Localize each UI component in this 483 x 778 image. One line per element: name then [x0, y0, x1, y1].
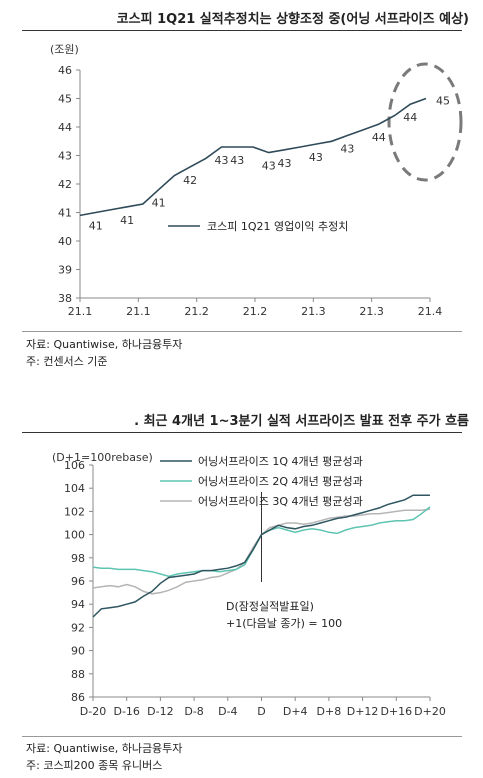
chart2-legend-label: 어닝서프라이즈 3Q 4개년 평균성과	[198, 495, 363, 508]
chart1-title: 코스피 1Q21 실적추정치는 상향조정 중(어닝 서프라이즈 예상)	[116, 12, 469, 27]
chart1-data-label: 43	[309, 151, 323, 164]
chart2-legend-label: 어닝서프라이즈 1Q 4개년 평균성과	[198, 455, 363, 468]
chart1-plot: (조원) 38 39 40 41 42 43 44 45 46 21.1 21.1 21.2 21.2…	[50, 43, 463, 318]
chart2-legend-label: 어닝서프라이즈 2Q 4개년 평균성과	[198, 475, 363, 488]
chart1-data-label: 43	[277, 157, 291, 170]
chart2-x-tick-label: D+16	[380, 705, 412, 718]
chart2-annotation-line1: D(잠정실적발표일)	[226, 599, 314, 613]
chart2-x-tick-label: D-16	[113, 705, 139, 718]
chart1-y-tick-label: 40	[58, 235, 72, 248]
chart1-x-tick-label: 21.1	[68, 305, 93, 318]
chart1-data-label: 44	[372, 131, 386, 144]
chart1-y-tick-label: 44	[58, 121, 72, 134]
chart2-x-tick-label: D+8	[317, 705, 342, 718]
chart1-source: 자료: Quantiwise, 하나금융투자	[26, 338, 183, 351]
chart2-x-tick-label: D-8	[184, 705, 203, 718]
chart2-plot: (D+1=100rebase) 86 88 90 92 94 96 98 100 102 104 1…	[52, 451, 446, 718]
chart1-note: 주: 컨센서스 기준	[26, 355, 108, 368]
chart1-y-tick-label: 42	[58, 178, 72, 191]
chart1-x-tick-label: 21.3	[359, 305, 384, 318]
chart1-x-tick-label: 21.2	[243, 305, 268, 318]
chart2-y-tick-label: 100	[64, 529, 85, 542]
chart1-unit-label: (조원)	[50, 43, 79, 56]
chart2-x-tick-label: D	[257, 705, 265, 718]
chart2-series-line	[92, 494, 430, 618]
chart2-source: 자료: Quantiwise, 하나금융투자	[26, 742, 183, 755]
chart2-x-tick-label: D-4	[218, 705, 237, 718]
chart2-unit-label: (D+1=100rebase)	[52, 451, 153, 464]
chart2-y-tick-label: 96	[71, 575, 85, 588]
chart1-title-rule	[22, 30, 462, 31]
chart1-data-label: 43	[262, 160, 276, 173]
chart1-data-label: 41	[89, 220, 103, 233]
chart2-y-tick-label: 102	[64, 505, 85, 518]
chart1-y-tick-label: 46	[58, 64, 72, 77]
chart2-title: . 최근 4개년 1~3분기 실적 서프라이즈 발표 전후 주가 흐름	[134, 414, 469, 429]
chart2-annotation-line2: +1(다음날 종가) = 100	[226, 617, 342, 630]
chart1-highlight-ellipse	[387, 62, 463, 182]
chart1-y-tick-label: 38	[58, 292, 72, 305]
chart2-y-tick-label: 90	[71, 645, 85, 658]
chart2-x-tick-label: D+20	[414, 705, 446, 718]
chart2-source-rule	[22, 736, 462, 737]
chart1-y-tick-label: 41	[58, 207, 72, 220]
chart2-y-tick-label: 92	[71, 621, 85, 634]
chart1-data-label: 45	[436, 95, 450, 108]
chart1-x-tick-label: 21.4	[418, 305, 443, 318]
chart1-data-label: 41	[152, 197, 166, 210]
chart2-y-tick-label: 98	[71, 552, 85, 565]
chart2-y-tick-label: 106	[64, 459, 85, 472]
chart2-x-tick-label: D+4	[283, 705, 308, 718]
chart1-legend-label: 코스피 1Q21 영업이익 추정치	[207, 220, 348, 233]
chart1-data-label: 43	[215, 154, 229, 167]
chart2-y-tick-label: 88	[71, 668, 85, 681]
chart1-x-tick-label: 21.1	[126, 305, 151, 318]
chart2-x-tick-label: D-12	[147, 705, 173, 718]
chart1-series-line	[79, 97, 427, 217]
chart1-data-label: 43	[340, 143, 354, 156]
chart1-y-tick-label: 45	[58, 93, 72, 106]
chart1-data-label: 42	[183, 174, 197, 187]
chart2-note: 주: 코스피200 종목 유니버스	[26, 759, 163, 772]
chart2-y-tick-label: 94	[71, 598, 85, 611]
chart1-source-rule	[22, 331, 462, 332]
chart1-y-tick-label: 39	[58, 264, 72, 277]
chart1-data-label: 44	[403, 111, 417, 124]
chart2-x-tick-label: D-20	[80, 705, 106, 718]
chart1-y-tick-label: 43	[58, 150, 72, 163]
chart1-x-tick-label: 21.3	[301, 305, 326, 318]
chart2-y-tick-label: 86	[71, 691, 85, 704]
chart2-title-rule	[22, 432, 462, 433]
chart1-x-tick-label: 21.2	[184, 305, 209, 318]
chart1-data-label: 43	[230, 154, 244, 167]
chart2-x-tick-label: D+12	[347, 705, 379, 718]
chart1-data-label: 41	[120, 214, 134, 227]
chart2-y-tick-label: 104	[64, 482, 85, 495]
